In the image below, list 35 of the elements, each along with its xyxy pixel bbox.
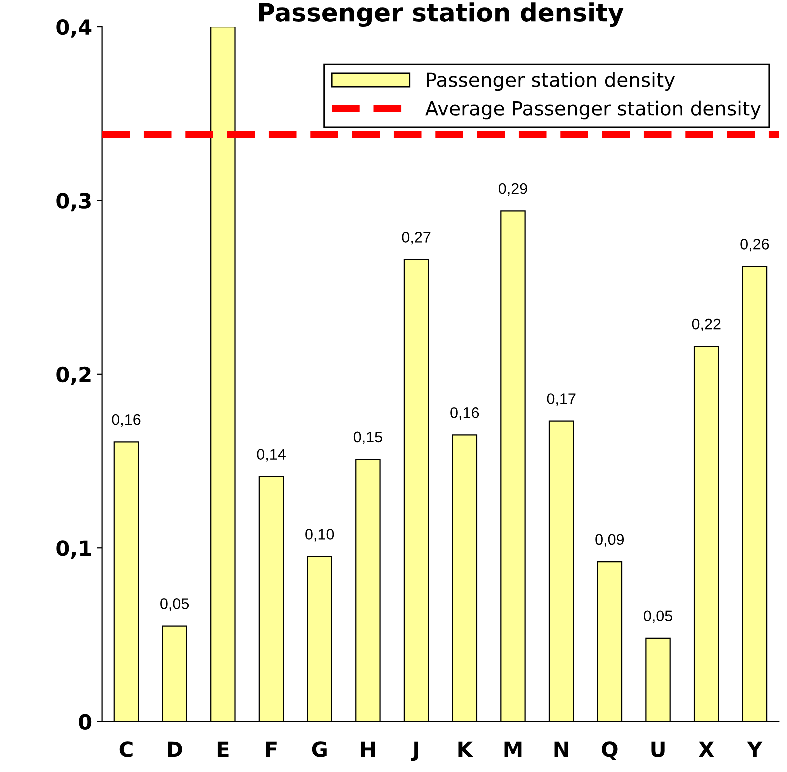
x-tick-label: F xyxy=(266,742,277,758)
x-tick-label: D xyxy=(168,742,182,758)
x-tick-label: X xyxy=(698,742,714,758)
x-tick-label: K xyxy=(458,742,474,758)
x-tick-label: U xyxy=(652,742,665,758)
data-label: 0,05 xyxy=(644,610,672,624)
x-tick-label: E xyxy=(218,742,229,758)
data-label: 0,17 xyxy=(547,394,576,406)
data-label: 0,22 xyxy=(692,318,721,332)
data-label: 0,29 xyxy=(498,183,528,196)
data-label: 0,26 xyxy=(740,239,770,252)
x-tick-label: G xyxy=(312,742,327,758)
data-label: 0,16 xyxy=(450,407,480,420)
data-label: 0,15 xyxy=(354,432,382,444)
y-tick-label: 0,4 xyxy=(56,19,92,38)
chart-title: Passenger station density xyxy=(259,2,624,28)
y-tick-label: 0,1 xyxy=(56,540,92,559)
data-label: 0,16 xyxy=(112,414,141,428)
y-tick-label: 0 xyxy=(79,714,92,730)
data-label: 0,27 xyxy=(402,232,431,245)
x-tick-label: J xyxy=(412,742,419,762)
legend-label: Average Passenger station density xyxy=(426,100,762,120)
data-label: 0,14 xyxy=(257,449,286,462)
x-tick-label: Y xyxy=(747,742,763,758)
x-tick-label: H xyxy=(361,742,376,758)
x-tick-label: Q xyxy=(602,742,618,760)
x-tick-label: M xyxy=(504,742,522,758)
y-tick-label: 0,3 xyxy=(56,193,91,212)
x-tick-label: C xyxy=(120,742,133,758)
legend-label: Passenger station density xyxy=(427,72,676,92)
y-tick-label: 0,2 xyxy=(56,366,91,386)
x-tick-label: N xyxy=(554,742,568,758)
data-label: 0,10 xyxy=(306,529,334,542)
data-label: 0,05 xyxy=(160,598,190,612)
data-label: 0,09 xyxy=(596,534,624,547)
